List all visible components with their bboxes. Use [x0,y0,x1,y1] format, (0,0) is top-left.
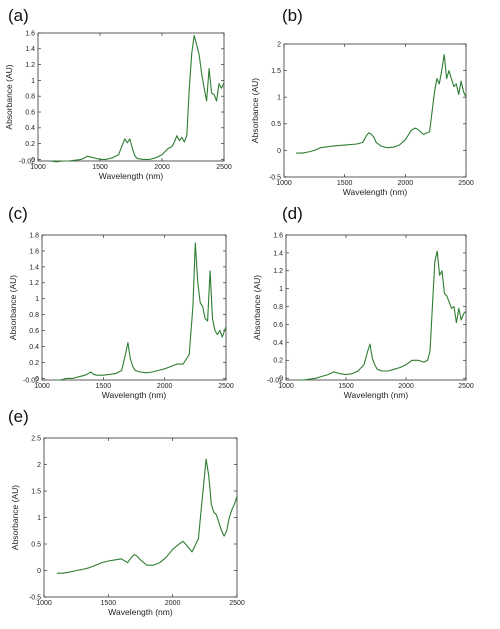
y-tick-label: 1.6 [273,232,283,239]
x-axis-label: Wavelength (nm) [343,187,408,197]
y-tick-label: 1.8 [29,232,39,239]
x-tick-label: 1500 [337,180,353,187]
y-tick-label: 2.5 [31,435,41,442]
y-tick-label: 0.5 [31,541,41,548]
y-tick-label: 1.4 [25,46,35,53]
y-tick-label: 0.4 [29,344,39,351]
x-tick-label: 2500 [216,164,232,171]
x-tick-label: 1500 [96,383,112,390]
y-tick-label: 0.8 [29,312,39,319]
y-tick-label: 1.5 [31,488,41,495]
x-tick-label: 2000 [157,383,173,390]
y-tick-label: 0.5 [271,121,281,128]
y-tick-label: -0.5 [29,594,41,601]
x-tick-label: 1500 [338,383,354,390]
chart-e: 1000 1500 2000 2500 -0.5 0 0.5 1 1.5 2 2.5 Waveleng… [10,435,245,617]
y-tick-label: 0.2 [29,360,39,367]
y-tick-label: 0.2 [25,141,35,148]
x-tick-label: 1500 [92,164,108,171]
y-tick-label: 2 [277,41,281,48]
y-tick-label: 0 [279,376,283,383]
panel-label: (b) [282,6,303,25]
x-tick-label: 1000 [36,600,52,607]
x-tick-label: 1000 [34,383,50,390]
y-tick-label: 1.4 [273,250,283,257]
panel-label: (a) [8,6,29,25]
series-line [298,250,467,381]
x-axis-label: Wavelength (nm) [108,607,173,617]
series-line [50,34,225,163]
panel-c: (c) 1000 1500 2000 2500 -0.02 0 0.2 0.4 0.6 0.8 1 1… [0,200,250,405]
x-tick-label: 1000 [276,180,292,187]
x-axis-label: Wavelength (nm) [344,390,409,400]
x-tick-label: 2000 [398,180,414,187]
y-tick-label: 0 [37,568,41,575]
y-tick-label: 0.4 [25,125,35,132]
y-axis-label: Absorbance (AU) [250,78,260,143]
y-tick-label: 1.6 [29,248,39,255]
y-tick-label: 1 [31,78,35,85]
chart-c: 1000 1500 2000 2500 -0.020 0.2 0.4 0.6 0.8 1 1.2 1.… [8,232,234,400]
y-tick-label: -0.02 [267,377,283,384]
series-line [54,242,227,381]
y-tick-label: 0.8 [25,94,35,101]
chart-a: 1000 1500 2000 2500 -0.020 0.2 0.4 0.6 0.8 1 1.2 1.… [4,30,232,181]
x-tick-label: 2000 [398,383,414,390]
y-axis-label: Absorbance (AU) [10,485,20,550]
x-tick-label: 1000 [30,164,46,171]
panel-a: (a) 1000 1500 2000 2500 -0.02 0 0.2 0.4 0.6 0.8 1 1… [0,0,250,200]
y-tick-label: 0.8 [273,304,283,311]
y-tick-label: 0.2 [273,358,283,365]
chart-d: 1000 1500 2000 2500 -0.020 0.2 0.4 0.6 0.8 1 1.2 1.… [252,232,474,400]
y-tick-label: 0 [35,376,39,383]
x-tick-label: 2500 [229,600,245,607]
x-tick-label: 2000 [165,600,181,607]
y-tick-label: 0.6 [29,328,39,335]
chart-b: 1000 1500 2000 2500 -0.5 0 0.5 1 1.5 2 Wavelength … [250,41,474,197]
y-tick-label: 1.2 [25,62,35,69]
x-axis-label: Wavelength (nm) [102,390,167,400]
y-tick-label: 1.2 [273,268,283,275]
y-tick-label: 1 [277,95,281,102]
panel-label: (d) [282,204,303,223]
y-tick-label: -0.5 [269,174,281,181]
y-tick-label: -0.02 [19,158,35,165]
plot-frame [43,437,238,598]
y-tick-label: 0.6 [25,109,35,116]
x-axis-label: Wavelength (nm) [99,171,164,181]
y-tick-label: -0.02 [23,377,39,384]
plot-frame [37,32,225,162]
y-tick-label: 1.5 [271,68,281,75]
x-tick-label: 1500 [101,600,117,607]
y-axis-label: Absorbance (AU) [4,64,14,129]
panel-label: (c) [8,204,28,223]
series-line [296,54,467,154]
y-tick-label: 1.4 [29,264,39,271]
y-tick-label: 0 [31,157,35,164]
y-axis-label: Absorbance (AU) [8,275,18,340]
panel-d: (d) 1000 1500 2000 2500 -0.02 0 0.2 0.4 0.6 0.8 1 1… [250,200,500,405]
y-tick-label: 1 [35,296,39,303]
y-tick-label: 0.6 [273,322,283,329]
x-tick-label: 1000 [278,383,294,390]
x-tick-label: 2500 [218,383,234,390]
x-tick-label: 2500 [458,180,474,187]
y-tick-label: 1.6 [25,30,35,37]
y-tick-label: 0.4 [273,340,283,347]
y-tick-label: 1.2 [29,280,39,287]
y-tick-label: 1 [279,286,283,293]
y-tick-label: 0 [277,148,281,155]
plot-frame [41,234,227,381]
panel-label: (e) [8,407,29,426]
x-tick-label: 2000 [154,164,170,171]
plot-frame [283,43,467,178]
panel-e: (e) 1000 1500 2000 2500 -0.5 0 0.5 1 1.5 2 2.5 Wave… [0,405,250,629]
y-tick-label: 2 [37,462,41,469]
plot-frame [285,234,467,381]
y-tick-label: 1 [37,515,41,522]
y-axis-label: Absorbance (AU) [252,275,262,340]
x-tick-label: 2500 [458,383,474,390]
series-line [56,458,238,574]
panel-b: (b) 1000 1500 2000 2500 -0.5 0 0.5 1 1.5 2 Wavelen… [250,0,500,200]
